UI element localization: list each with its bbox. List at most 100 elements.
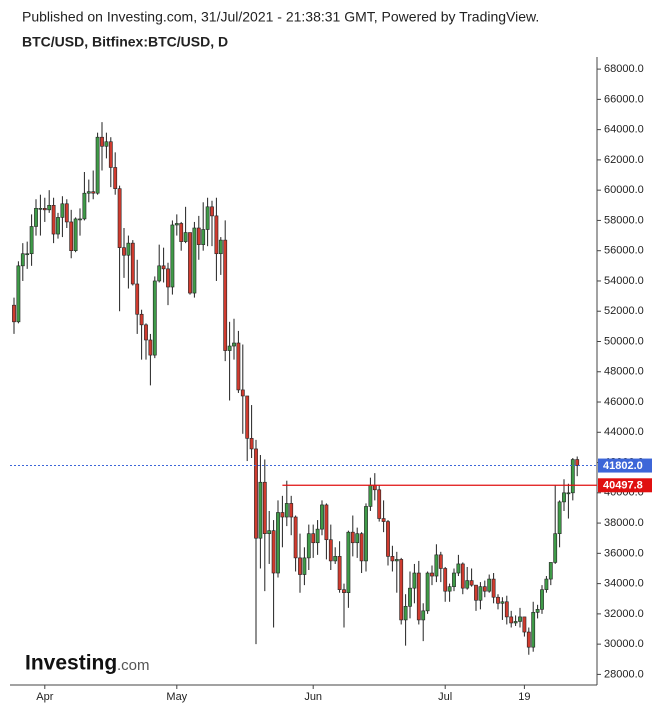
candle-body [513, 621, 518, 624]
y-tick-label: 62000.0 [604, 154, 644, 166]
candle-body [51, 204, 56, 235]
y-tick-label: 34000.0 [604, 578, 644, 590]
candle-body [157, 265, 162, 282]
candle-body [315, 528, 320, 544]
candle-body [355, 533, 360, 544]
candle-body [306, 533, 311, 559]
candle-body [504, 601, 509, 618]
candle-body [518, 616, 522, 622]
candle-body [320, 504, 324, 530]
candle-body [64, 203, 69, 223]
candle-body [350, 531, 355, 544]
candle-body [276, 512, 280, 574]
candle-body [342, 589, 346, 593]
candle-body [183, 232, 188, 242]
candle-body [469, 580, 474, 586]
candle-body [487, 578, 492, 592]
x-tick-label: 19 [518, 691, 530, 703]
candle-body [249, 438, 254, 450]
candle-body [254, 448, 258, 539]
candle-body [78, 218, 82, 221]
last-price-tag [598, 458, 652, 473]
candle-body [69, 221, 74, 251]
candle-body [245, 395, 250, 439]
candle-body [386, 521, 390, 557]
candle-body [496, 596, 500, 604]
candle-body [328, 539, 333, 562]
candle-body [56, 217, 60, 235]
candle-body [170, 224, 175, 288]
candle-body [548, 562, 553, 580]
candle-body [139, 313, 144, 326]
candle-body [271, 530, 276, 574]
candle-body [421, 610, 426, 621]
y-tick-label: 64000.0 [604, 124, 644, 136]
candle-body [152, 280, 157, 356]
candle-body [408, 587, 412, 607]
candle-body [399, 559, 404, 621]
candle-body [104, 141, 109, 147]
candle-body [412, 572, 417, 589]
candle-body [47, 204, 52, 211]
candle-body [566, 492, 571, 495]
candle-body [161, 265, 166, 270]
candle-body [205, 206, 210, 230]
source-note: Published on Investing.com, 31/Jul/2021 … [22, 9, 539, 25]
candle-body [456, 563, 461, 574]
y-tick-label: 44000.0 [604, 426, 644, 438]
candle-body [425, 572, 430, 612]
candle-body [522, 616, 527, 633]
candle-body [262, 481, 267, 534]
candle-body [34, 208, 38, 227]
candle-body [298, 557, 302, 575]
candle-body [390, 556, 395, 562]
candle-body [148, 339, 153, 356]
candle-body [324, 504, 329, 541]
candle-body [108, 141, 113, 168]
candle-body [95, 136, 100, 194]
candle-body [135, 283, 140, 315]
candle-body [280, 512, 285, 518]
logo-suffix: .com [117, 657, 150, 674]
candle-body [570, 459, 575, 494]
candle-body [337, 556, 342, 590]
candle-body [179, 223, 184, 242]
candle-body [29, 226, 34, 255]
candle-body [346, 531, 351, 593]
level-tag [598, 478, 652, 493]
candle-body [500, 601, 505, 604]
candle-body [368, 484, 373, 507]
candle-body [359, 533, 364, 562]
candle-body [430, 572, 434, 577]
candle-body [188, 232, 192, 294]
candle-body [20, 253, 25, 267]
candle-body [302, 557, 307, 575]
candle-body [553, 533, 558, 563]
candle-body [557, 501, 562, 534]
candle-body [214, 215, 219, 255]
candle-body [333, 556, 338, 562]
x-tick-label: May [166, 691, 187, 703]
y-tick-label: 50000.0 [604, 335, 644, 347]
candle-body [544, 578, 549, 590]
logo-brand: Investing [25, 652, 117, 675]
y-tick-label: 48000.0 [604, 366, 644, 378]
candle-body [460, 563, 465, 589]
candle-body [113, 167, 118, 189]
candle-body [166, 268, 170, 288]
candle-body [293, 516, 298, 559]
x-tick-label: Jul [438, 691, 452, 703]
candle-body [196, 227, 201, 245]
candle-body [434, 554, 439, 577]
candle-body [16, 265, 21, 323]
candle-body [416, 572, 421, 621]
candle-body [192, 227, 197, 294]
candle-body [381, 518, 386, 522]
candle-body [240, 389, 245, 397]
candle-body [258, 481, 263, 539]
y-tick-label: 66000.0 [604, 93, 644, 105]
x-tick-label: Jun [304, 691, 322, 703]
candle-body [372, 484, 377, 491]
